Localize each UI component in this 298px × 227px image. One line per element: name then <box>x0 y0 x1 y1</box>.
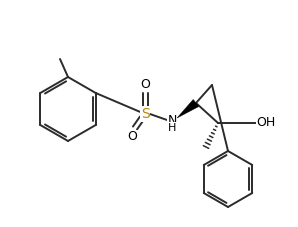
Text: OH: OH <box>256 116 276 129</box>
Text: N: N <box>167 114 177 126</box>
Text: O: O <box>140 77 150 91</box>
Text: S: S <box>141 107 149 121</box>
Text: H: H <box>168 123 176 133</box>
Polygon shape <box>177 99 199 118</box>
Text: O: O <box>127 131 137 143</box>
